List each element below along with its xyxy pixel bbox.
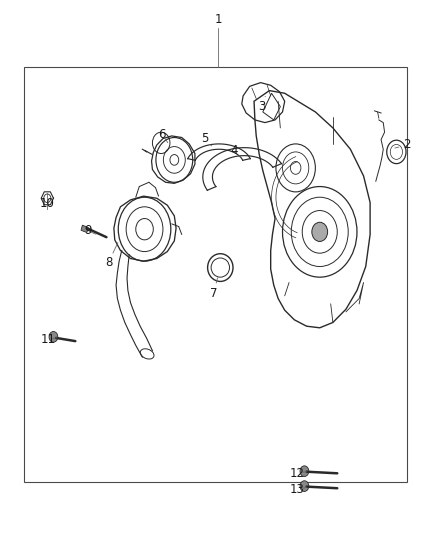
Circle shape — [49, 332, 58, 342]
Text: 10: 10 — [40, 197, 55, 210]
Text: 1: 1 — [214, 13, 222, 26]
Bar — [24, 67, 407, 482]
Text: 3: 3 — [258, 100, 265, 113]
Text: 9: 9 — [84, 224, 92, 237]
Text: 2: 2 — [403, 139, 411, 151]
Text: 4: 4 — [230, 144, 238, 157]
Circle shape — [300, 481, 309, 491]
Text: 12: 12 — [290, 467, 304, 480]
Text: 8: 8 — [105, 256, 112, 269]
Text: 11: 11 — [41, 333, 56, 346]
Text: 6: 6 — [158, 128, 166, 141]
Text: 5: 5 — [201, 132, 208, 145]
Bar — [81, 225, 88, 232]
Text: 7: 7 — [210, 287, 218, 300]
Circle shape — [300, 466, 309, 477]
Text: 13: 13 — [290, 483, 304, 496]
Circle shape — [312, 222, 328, 241]
